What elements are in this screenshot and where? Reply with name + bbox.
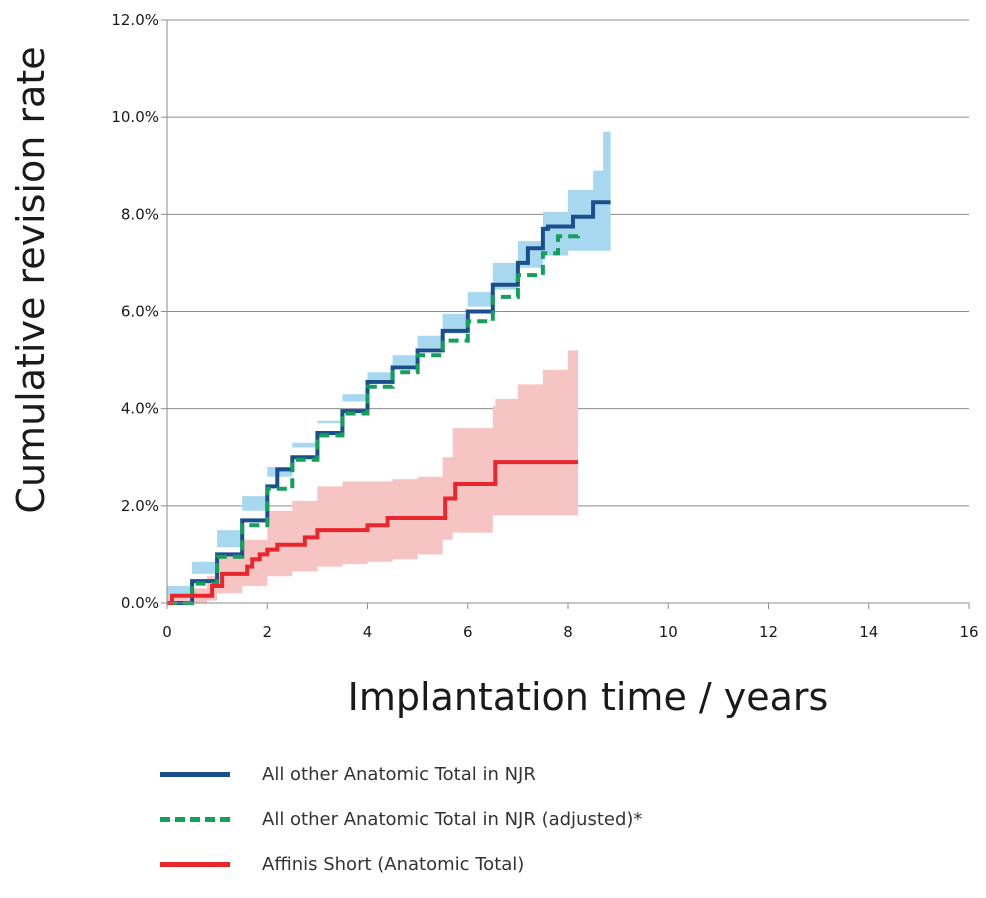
grid-lines bbox=[167, 19, 969, 507]
x-tick-label: 4 bbox=[363, 623, 373, 641]
legend-label: Affinis Short (Anatomic Total) bbox=[262, 853, 525, 875]
x-tick-label: 2 bbox=[262, 623, 272, 641]
series-line-1 bbox=[167, 233, 580, 605]
legend-label: All other Anatomic Total in NJR (adjuste… bbox=[262, 808, 643, 830]
legend-swatch-green-dashed bbox=[160, 816, 230, 822]
x-axis-label: Implantation time / years bbox=[348, 675, 829, 719]
y-tick-label: 12.0% bbox=[111, 11, 159, 29]
x-tick-label: 10 bbox=[659, 623, 678, 641]
y-tick-label: 10.0% bbox=[111, 108, 159, 126]
confidence-band-2 bbox=[167, 311, 578, 603]
y-tick-label: 8.0% bbox=[121, 205, 159, 223]
legend: All other Anatomic Total in NJR All othe… bbox=[160, 760, 642, 895]
axes bbox=[161, 19, 970, 609]
y-tick-label: 2.0% bbox=[121, 497, 159, 515]
x-tick-labels: 0 2 4 6 8 10 12 14 16 bbox=[162, 623, 978, 641]
x-tick-label: 14 bbox=[859, 623, 878, 641]
x-tick-label: 6 bbox=[463, 623, 473, 641]
legend-item: Affinis Short (Anatomic Total) bbox=[160, 850, 642, 878]
y-tick-label: 4.0% bbox=[121, 400, 159, 418]
y-tick-label: 0.0% bbox=[121, 594, 159, 612]
series-line-2 bbox=[167, 460, 578, 605]
x-tick-label: 12 bbox=[759, 623, 778, 641]
y-tick-label: 6.0% bbox=[121, 303, 159, 321]
x-tick-label: 8 bbox=[563, 623, 573, 641]
legend-label: All other Anatomic Total in NJR bbox=[262, 763, 536, 785]
series-lines bbox=[167, 200, 611, 605]
legend-item: All other Anatomic Total in NJR bbox=[160, 760, 642, 788]
x-tick-label: 0 bbox=[162, 623, 172, 641]
legend-item: All other Anatomic Total in NJR (adjuste… bbox=[160, 805, 642, 833]
legend-swatch-red bbox=[160, 861, 230, 867]
series-line-0 bbox=[167, 200, 611, 605]
legend-swatch-blue bbox=[160, 771, 230, 777]
y-tick-labels: 0.0% 2.0% 4.0% 6.0% 8.0% 10.0% 12.0% bbox=[111, 11, 159, 612]
x-tick-label: 16 bbox=[959, 623, 978, 641]
y-axis-label: Cumulative revision rate bbox=[9, 46, 53, 513]
